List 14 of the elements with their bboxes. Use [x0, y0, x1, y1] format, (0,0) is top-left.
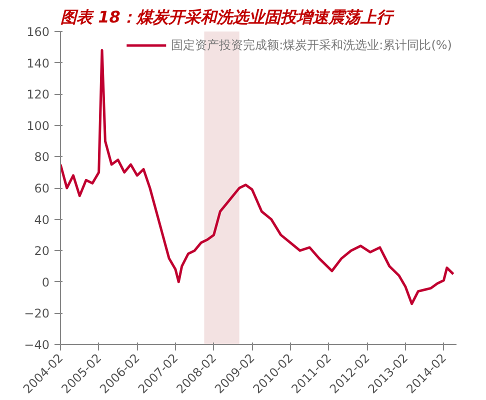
y-tick-label: −20	[24, 306, 50, 321]
line-series	[60, 49, 455, 306]
y-tick-label: 60	[34, 182, 50, 196]
y-tick-label: 120	[26, 88, 50, 102]
y-tick-label: 0	[42, 275, 50, 290]
y-tick-label: 140	[26, 56, 50, 70]
y-tick-label: 20	[34, 244, 50, 258]
y-tick-label: 80	[34, 150, 50, 164]
legend-label: 固定资产投资完成额:煤炭开采和洗选业:累计同比(%)	[171, 36, 452, 54]
y-tick-label: 100	[26, 118, 50, 133]
chart-title: 图表 18：煤炭开采和洗选业固投增速震荡上行	[60, 8, 394, 26]
y-tick-label: −40	[24, 338, 50, 352]
y-tick-label: 40	[34, 212, 50, 227]
y-tick-label: 160	[26, 25, 50, 39]
